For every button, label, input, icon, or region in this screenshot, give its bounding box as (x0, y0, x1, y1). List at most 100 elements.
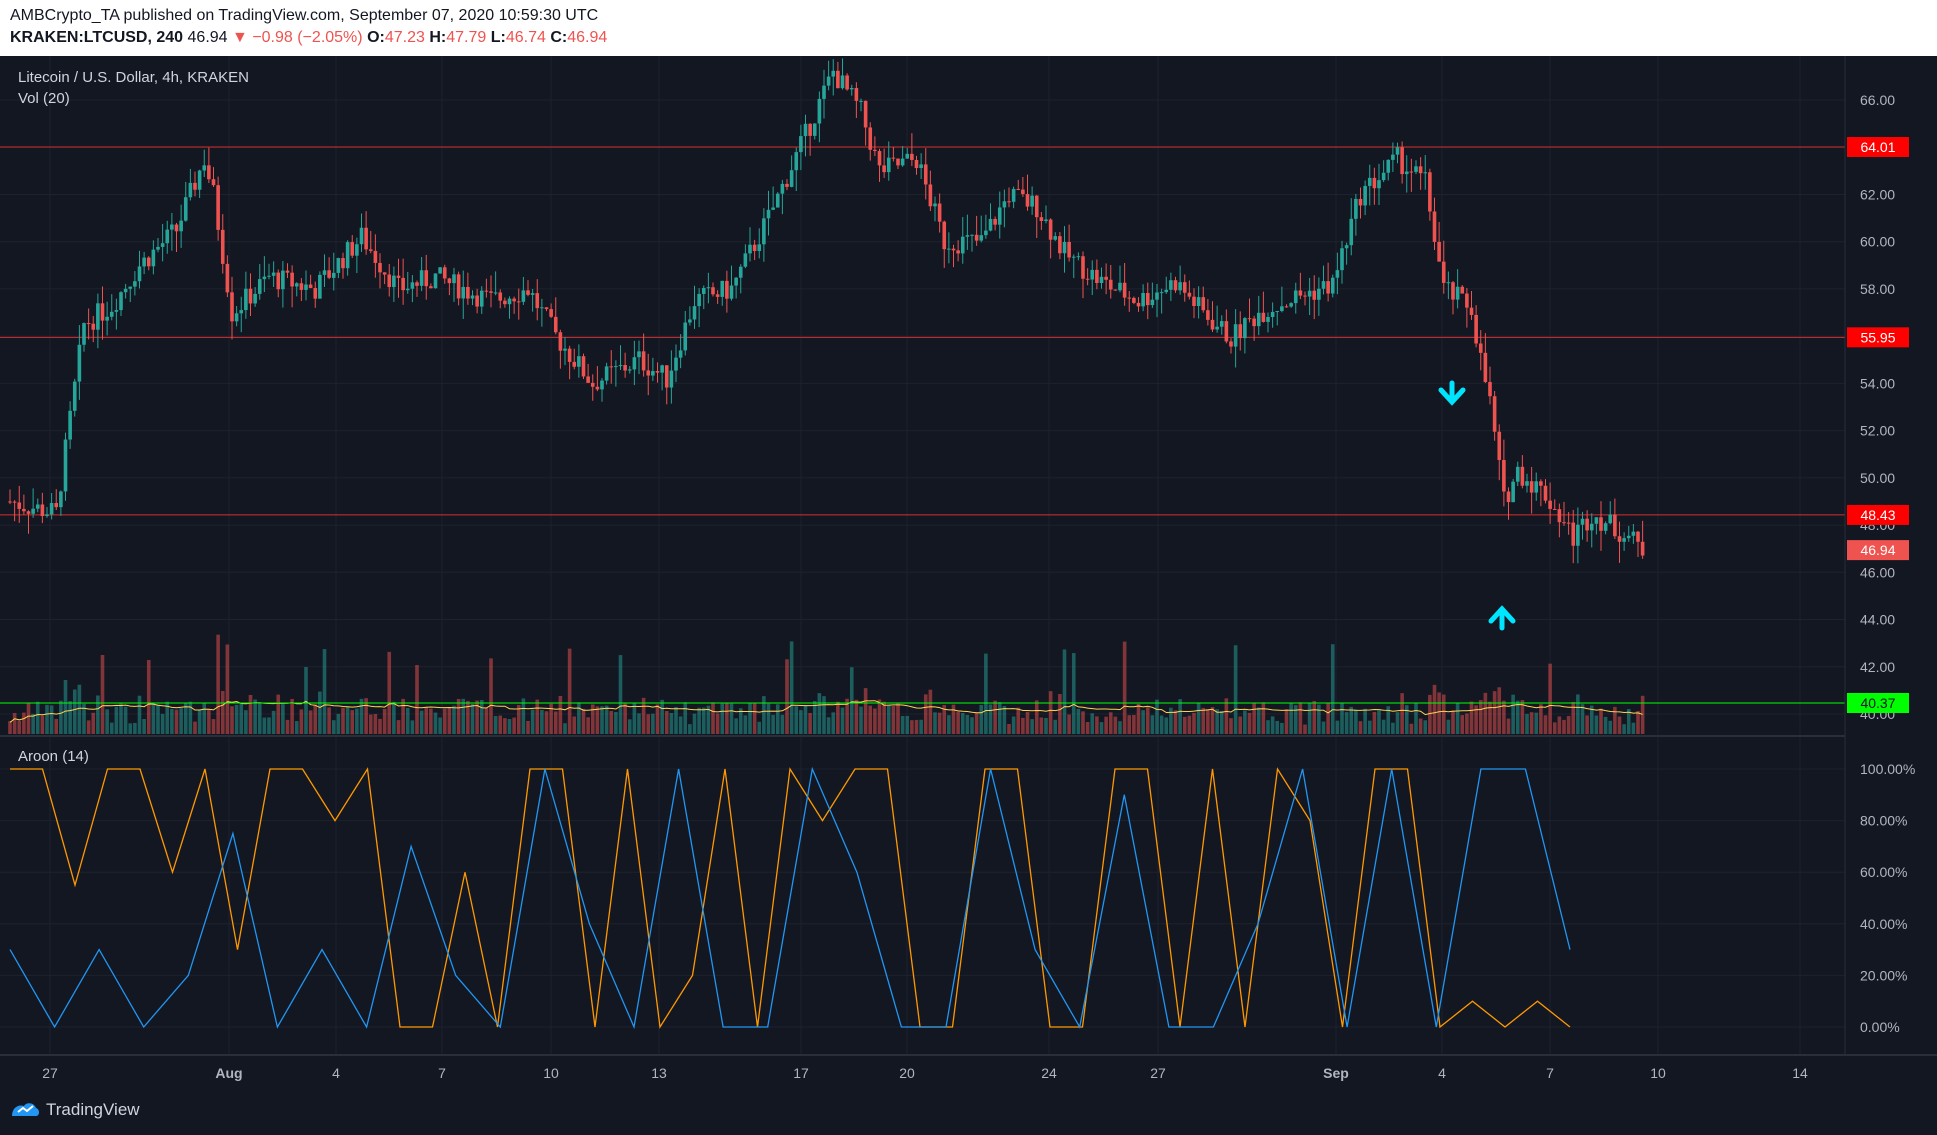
candle-body (1224, 321, 1229, 342)
volume-bar (133, 722, 137, 734)
candle-body (854, 88, 859, 101)
time-tick-label: 27 (1150, 1065, 1166, 1081)
candle-body (590, 382, 595, 387)
volume-bar (304, 667, 308, 734)
volume-bar (928, 689, 933, 734)
volume-bar (1492, 691, 1497, 734)
volume-bar (1539, 704, 1543, 734)
time-tick-label: 24 (1041, 1065, 1057, 1081)
volume-bar (1321, 721, 1326, 734)
candle-body (1307, 290, 1312, 297)
candle-body (234, 313, 239, 322)
candle-body (45, 514, 49, 517)
volume-bar (1270, 716, 1275, 734)
volume-bar (1372, 711, 1377, 734)
volume-bar (313, 704, 318, 734)
tradingview-brand[interactable]: TradingView (10, 1100, 140, 1120)
candle-body (1206, 310, 1210, 320)
candle-body (947, 248, 951, 250)
candle-body (479, 290, 484, 307)
candle-body (54, 503, 59, 508)
volume-bar (1173, 710, 1178, 734)
candle-body (1548, 500, 1552, 509)
candle-body (1455, 286, 1460, 300)
candle-body (1543, 485, 1548, 501)
volume-bar (1058, 694, 1062, 734)
volume-bar (1030, 719, 1034, 734)
candle-body (1418, 166, 1423, 174)
volume-bar (1201, 707, 1206, 734)
candle-body (1354, 198, 1358, 219)
time-tick-label: 10 (543, 1065, 559, 1081)
volume-bar (1515, 700, 1520, 734)
last-price-badge (1847, 540, 1909, 561)
volume-bar (220, 691, 225, 734)
volume-bar (757, 721, 762, 734)
candle-body (327, 270, 331, 278)
candle-body (697, 293, 701, 307)
candle-body (290, 272, 294, 287)
candle-body (1182, 282, 1187, 293)
candle-body (877, 151, 882, 166)
volume-bar (202, 702, 207, 734)
volume-bar (775, 704, 780, 734)
candle-body (165, 229, 170, 244)
volume-bar (1275, 720, 1280, 734)
volume-bar (535, 699, 540, 734)
candle-body (1275, 311, 1280, 313)
tradingview-logo-icon (12, 1103, 39, 1116)
symbol-ohlc-line: KRAKEN:LTCUSD, 240 46.94 ▼ −0.98 (−2.05%… (10, 29, 607, 47)
volume-bar (609, 710, 614, 734)
candle-body (1335, 270, 1340, 278)
volume-bar (1136, 704, 1141, 734)
volume-bar (308, 710, 313, 734)
volume-bar (285, 719, 290, 734)
volume-bar (910, 720, 914, 734)
volume-bar (1599, 708, 1603, 734)
volume-bar (276, 694, 281, 734)
volume-bar (1067, 714, 1071, 734)
volume-bar (294, 721, 299, 734)
volume-bar (549, 703, 553, 734)
volume-bar (1391, 722, 1395, 734)
publish-header: AMBCrypto_TA published on TradingView.co… (0, 0, 1937, 56)
volume-bar (1053, 719, 1058, 734)
candle-body (572, 361, 577, 367)
volume-bar (655, 704, 660, 734)
volume-bar (470, 703, 475, 734)
volume-bar (1164, 717, 1169, 734)
candle-body (193, 182, 197, 190)
volume-bar (119, 703, 123, 734)
volume-bar (826, 717, 831, 734)
volume-bar (1534, 712, 1539, 734)
aroon-tick-label: 40.00% (1860, 916, 1907, 932)
candle-body (1525, 481, 1529, 486)
candle-body (1492, 396, 1497, 432)
volume-bar (1178, 699, 1182, 734)
candle-body (1474, 314, 1478, 344)
candle-body (678, 350, 683, 358)
candle-body (63, 439, 68, 492)
volume-bar (1566, 716, 1571, 734)
volume-bar (836, 701, 840, 734)
volume-bar (197, 709, 202, 734)
candle-body (1381, 172, 1386, 181)
volume-bar (1048, 691, 1053, 734)
candle-body (119, 292, 123, 311)
volume-bar (627, 719, 632, 734)
volume-bar (1340, 702, 1344, 734)
volume-bar (318, 691, 322, 734)
volume-bar (1210, 707, 1215, 734)
candle-body (156, 246, 160, 250)
candle-body (826, 76, 831, 86)
candle-body (1159, 292, 1164, 294)
candle-body (757, 244, 762, 252)
level-price-badge (1847, 327, 1909, 348)
candle-body (530, 293, 535, 295)
volume-bar (257, 703, 262, 734)
candle-body (725, 280, 729, 299)
candle-body (1071, 256, 1076, 258)
chart-canvas[interactable]: 66.0064.0062.0060.0058.0056.0054.0052.00… (0, 56, 1937, 1090)
candle-body (137, 266, 142, 282)
volume-bar (877, 699, 882, 734)
